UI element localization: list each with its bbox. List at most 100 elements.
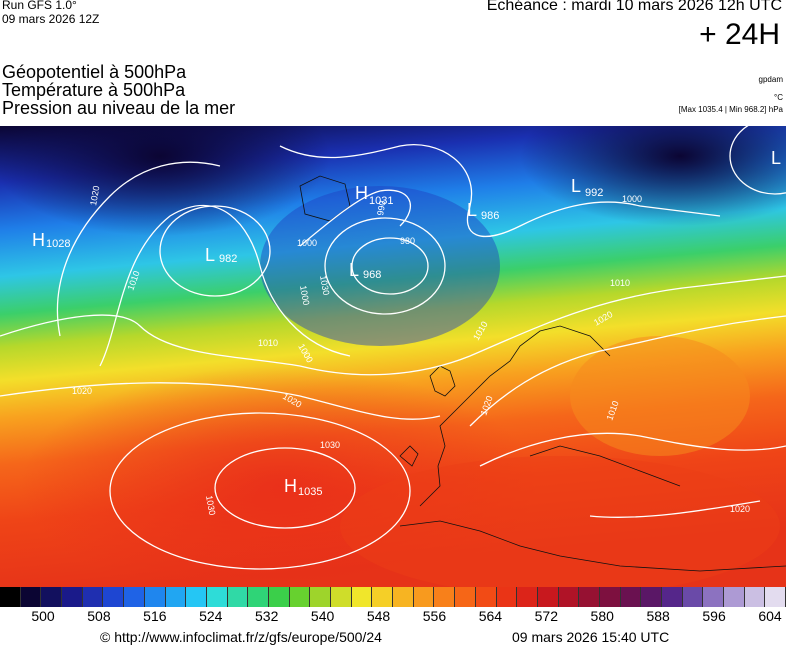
color-swatch — [765, 587, 786, 607]
svg-text:L: L — [205, 245, 215, 265]
pressure-center: L 986 — [467, 200, 499, 222]
color-swatch — [620, 587, 642, 607]
source-url[interactable]: © http://www.infoclimat.fr/z/gfs/europe/… — [100, 629, 382, 645]
balkan-ridge — [570, 336, 750, 456]
color-scale-tick: 508 — [87, 608, 111, 624]
svg-text:H: H — [355, 183, 368, 203]
lead-time: + 24H — [699, 18, 780, 51]
svg-text:990: 990 — [375, 200, 387, 217]
color-swatch — [434, 587, 456, 607]
color-swatch — [517, 587, 538, 607]
generated-timestamp: 09 mars 2026 15:40 UTC — [512, 629, 670, 645]
color-swatch — [372, 587, 394, 607]
unit-geopotential: gpdam — [758, 75, 783, 84]
svg-text:1031: 1031 — [369, 195, 393, 207]
title-pressure: Pression au niveau de la mer — [2, 98, 236, 118]
color-swatch — [641, 587, 662, 607]
color-swatch — [455, 587, 476, 607]
svg-text:L: L — [349, 260, 359, 280]
color-swatch — [413, 587, 435, 607]
color-swatch — [599, 587, 621, 607]
color-scale-tick: 516 — [143, 608, 167, 624]
pressure-center: H 1031 — [355, 183, 393, 207]
svg-text:L: L — [467, 200, 477, 220]
pressure-center: H 1028 — [32, 230, 70, 250]
color-scale-tick: 540 — [310, 608, 335, 624]
color-scale — [0, 587, 786, 607]
color-swatch — [393, 587, 414, 607]
color-swatch — [103, 587, 125, 607]
color-swatch — [144, 587, 166, 607]
color-scale-tick: 532 — [255, 608, 279, 624]
pressure-center: L — [771, 148, 781, 168]
svg-text:1030: 1030 — [204, 495, 217, 516]
color-scale-tick: 500 — [31, 608, 55, 624]
color-swatch — [496, 587, 518, 607]
color-swatch — [289, 587, 311, 607]
svg-text:968: 968 — [363, 269, 381, 281]
color-scale-tick: 564 — [478, 608, 503, 624]
svg-text:1030: 1030 — [318, 275, 331, 296]
color-swatch — [186, 587, 207, 607]
pressure-center: L 992 — [571, 176, 603, 199]
color-scale-tick: 604 — [758, 608, 782, 624]
trough-core — [260, 186, 500, 346]
svg-text:H: H — [32, 230, 45, 250]
north-africa-warm — [340, 456, 780, 587]
title-geopotential: Géopotentiel à 500hPa — [2, 62, 187, 82]
svg-text:992: 992 — [585, 187, 603, 199]
svg-text:L: L — [771, 148, 781, 168]
svg-text:1035: 1035 — [298, 486, 322, 498]
run-date: 09 mars 2026 12Z — [2, 12, 100, 26]
color-scale-tick: 596 — [702, 608, 726, 624]
svg-text:982: 982 — [219, 253, 237, 265]
color-scale-tick: 548 — [366, 608, 391, 624]
color-swatch — [0, 587, 21, 607]
pressure-center: L 982 — [205, 245, 237, 265]
svg-text:1000: 1000 — [297, 238, 317, 248]
color-swatch — [475, 587, 497, 607]
color-swatch — [165, 587, 187, 607]
svg-text:1028: 1028 — [46, 238, 70, 250]
cold-core-west — [0, 126, 330, 236]
color-swatch — [579, 587, 600, 607]
color-swatch — [41, 587, 63, 607]
title-temperature: Température à 500hPa — [2, 80, 186, 100]
color-swatch — [331, 587, 352, 607]
color-scale-tick: 524 — [199, 608, 223, 624]
isobars — [0, 126, 786, 570]
color-scale-tick: 572 — [534, 608, 558, 624]
color-scale-ticks: 500 508 516 524 532 540 548 556 564 572 580 588 596 6… — [0, 608, 786, 628]
svg-text:980: 980 — [400, 236, 415, 246]
svg-text:H: H — [284, 476, 297, 496]
color-swatch — [248, 587, 269, 607]
color-swatch — [682, 587, 704, 607]
color-swatch — [227, 587, 249, 607]
svg-text:1020: 1020 — [72, 386, 92, 396]
color-swatch — [62, 587, 83, 607]
svg-text:1020: 1020 — [88, 185, 101, 206]
unit-temperature: °C — [774, 93, 783, 102]
color-swatch — [310, 587, 331, 607]
weather-map[interactable]: H 1028 L 982 H 1031 L 986 L 968 L 992 L H 1035 … — [0, 126, 786, 587]
svg-text:986: 986 — [481, 210, 499, 222]
echeance-label: Echéance : mardi 10 mars 2026 12h UTC — [486, 0, 782, 14]
color-swatch — [703, 587, 725, 607]
color-swatch — [82, 587, 104, 607]
svg-text:1000: 1000 — [298, 285, 311, 306]
svg-text:1010: 1010 — [258, 338, 278, 348]
svg-text:L: L — [571, 176, 581, 196]
color-swatch — [537, 587, 559, 607]
cold-core-east — [520, 126, 786, 226]
color-swatch — [20, 587, 42, 607]
pressure-center: H 1035 — [284, 476, 322, 498]
color-swatch — [351, 587, 373, 607]
pressure-range: [Max 1035.4 | Min 968.2] hPa — [678, 105, 783, 114]
color-swatch — [744, 587, 766, 607]
run-model: Run GFS 1.0° — [2, 0, 77, 12]
color-swatch — [724, 587, 745, 607]
svg-text:1030: 1030 — [320, 440, 340, 450]
color-scale-tick: 580 — [590, 608, 614, 624]
color-swatch — [268, 587, 290, 607]
svg-text:1020: 1020 — [730, 504, 750, 514]
